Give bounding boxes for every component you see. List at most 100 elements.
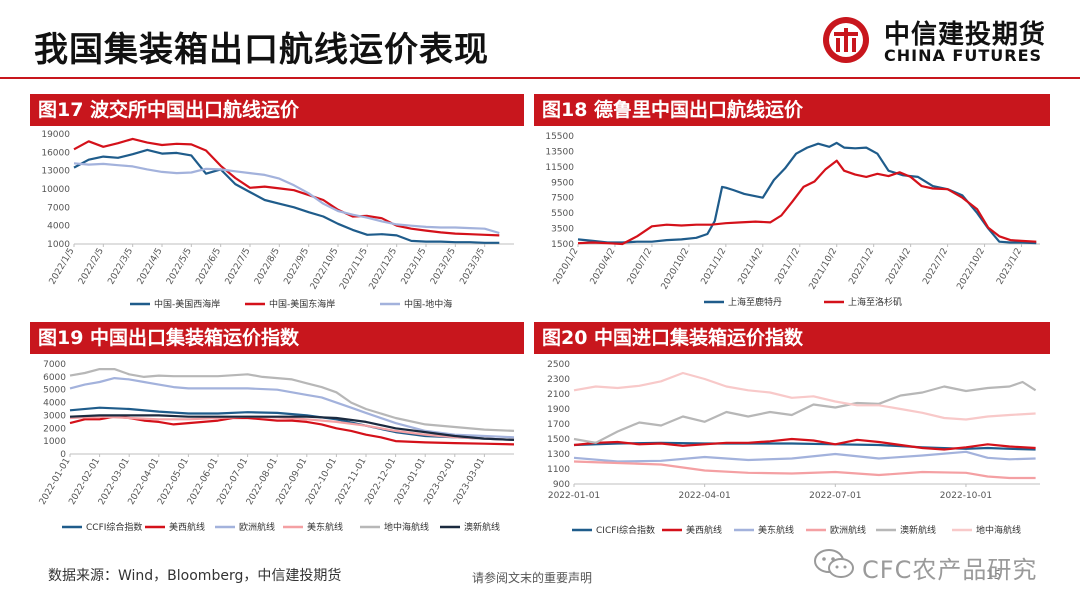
x-tick-label: 2022-06-01 xyxy=(186,457,221,507)
series-line-4 xyxy=(69,415,515,441)
page-number: 15 xyxy=(986,568,1002,582)
x-tick-label: 2022-07-01 xyxy=(809,491,861,501)
fig18-header: 图18 德鲁里中国出口航线运价 xyxy=(534,94,1050,126)
x-tick-label: 2022/4/5 xyxy=(136,247,165,287)
y-tick-label: 13500 xyxy=(545,147,574,157)
legend-label: 美东航线 xyxy=(307,521,343,533)
y-tick-label: 1500 xyxy=(551,240,574,250)
page-title: 我国集装箱出口航线运价表现 xyxy=(34,30,489,70)
x-tick-label: 2020/7/2 xyxy=(626,247,655,287)
logo-english-name: CHINA FUTURES xyxy=(884,46,1043,65)
legend-label: 美东航线 xyxy=(758,524,794,536)
y-tick-label: 1700 xyxy=(547,420,570,430)
wechat-icon xyxy=(814,549,854,578)
y-tick-label: 15500 xyxy=(545,132,574,142)
x-tick-label: 2022/9/5 xyxy=(282,247,311,287)
series-line-2 xyxy=(577,159,1037,246)
x-tick-label: 2021/10/2 xyxy=(808,247,840,292)
y-tick-label: 5000 xyxy=(43,386,66,396)
disclaimer-link[interactable]: 请参阅文末的重要声明 xyxy=(472,571,593,585)
series-line-1 xyxy=(577,141,1037,245)
x-tick-label: 2022-04-01 xyxy=(127,457,162,507)
y-tick-label: 3500 xyxy=(551,225,574,235)
x-tick-label: 2022/3/5 xyxy=(106,247,135,287)
x-tick-label: 2023/3/5 xyxy=(458,247,487,287)
x-tick-label: 2023-03-01 xyxy=(452,457,487,507)
x-tick-label: 2022/8/5 xyxy=(253,246,282,286)
x-tick-label: 2022-10-01 xyxy=(940,491,992,501)
series-line-1 xyxy=(73,148,500,244)
x-tick-label: 2023/1/5 xyxy=(400,247,429,287)
legend-label: 欧洲航线 xyxy=(239,521,275,533)
fig20-chart: 900 1100 1300 1500 1700 1900 2100 2300 2500 2022-… xyxy=(547,360,1040,536)
x-tick-label: 2022/1/2 xyxy=(847,247,876,287)
x-tick-label: 2022/10/2 xyxy=(955,247,987,292)
y-tick-label: 1900 xyxy=(547,405,570,415)
y-tick-label: 1000 xyxy=(43,437,66,447)
legend-label: 中国-美国东海岸 xyxy=(269,298,335,310)
legend-label: CICFI综合指数 xyxy=(596,524,655,536)
y-tick-label: 1000 xyxy=(47,240,70,250)
legend-label: 美西航线 xyxy=(169,521,205,533)
fig20-header: 图20 中国进口集装箱运价指数 xyxy=(534,322,1050,354)
y-tick-label: 16000 xyxy=(41,148,70,158)
x-tick-label: 2022-09-01 xyxy=(275,457,310,507)
x-tick-label: 2021/7/2 xyxy=(773,247,802,287)
y-tick-label: 10000 xyxy=(41,185,70,195)
x-tick-label: 2022-01-01 xyxy=(548,491,600,501)
legend-label: 澳新航线 xyxy=(900,524,936,536)
y-tick-label: 7000 xyxy=(47,203,70,213)
x-tick-label: 2020/10/2 xyxy=(660,247,692,292)
logo-chinese-name: 中信建投期货 xyxy=(884,20,1047,50)
series-line-6 xyxy=(69,414,515,441)
x-tick-label: 2022-03-01 xyxy=(97,457,132,507)
legend-label: 美西航线 xyxy=(686,524,722,536)
y-tick-label: 5500 xyxy=(551,209,574,219)
x-tick-label: 2022-04-01 xyxy=(678,491,730,501)
x-tick-label: 2022/6/5 xyxy=(194,247,223,287)
x-tick-label: 2023-01-01 xyxy=(393,457,428,507)
x-tick-label: 2021/4/2 xyxy=(737,246,766,286)
y-tick-label: 4000 xyxy=(43,399,66,409)
citic-logo-icon xyxy=(823,17,869,63)
x-tick-label: 2022/7/5 xyxy=(224,247,253,287)
y-tick-label: 1100 xyxy=(547,465,570,475)
y-tick-label: 13000 xyxy=(41,167,70,177)
y-tick-label: 7000 xyxy=(43,360,66,370)
x-tick-label: 2022-01-01 xyxy=(38,457,73,507)
legend-label: 地中海航线 xyxy=(384,521,429,533)
y-tick-label: 4000 xyxy=(47,222,70,232)
fig17-header: 图17 波交所中国出口航线运价 xyxy=(30,94,524,126)
y-tick-label: 2300 xyxy=(547,375,570,385)
watermark: CFC农产品研究 xyxy=(812,544,1052,584)
series-line-2 xyxy=(573,437,1036,451)
legend-label: 澳新航线 xyxy=(464,521,500,533)
x-tick-label: 2022/2/5 xyxy=(77,247,106,287)
legend-label: 欧洲航线 xyxy=(830,524,866,536)
y-tick-label: 3000 xyxy=(43,411,66,421)
y-tick-label: 11500 xyxy=(545,163,574,173)
series-line-6 xyxy=(573,371,1036,421)
x-tick-label: 2022/4/2 xyxy=(884,247,913,287)
y-tick-label: 9500 xyxy=(551,178,574,188)
x-tick-label: 2022-05-01 xyxy=(156,457,191,507)
y-tick-label: 1300 xyxy=(547,450,570,460)
data-source: 数据来源：Wind，Bloomberg，中信建投期货 xyxy=(48,568,342,584)
x-tick-label: 2022/12/5 xyxy=(368,247,400,292)
y-tick-label: 7500 xyxy=(551,194,574,204)
x-tick-label: 2022/1/5 xyxy=(48,247,77,287)
x-tick-label: 2022-10-01 xyxy=(304,457,339,507)
series-line-2 xyxy=(69,415,515,446)
y-tick-label: 900 xyxy=(553,480,570,490)
x-tick-label: 2022-11-01 xyxy=(334,457,369,507)
title-divider xyxy=(0,77,1080,79)
x-tick-label: 2022/10/5 xyxy=(309,247,341,292)
y-tick-label: 1500 xyxy=(547,435,570,445)
y-tick-label: 6000 xyxy=(43,373,66,383)
x-tick-label: 2022/11/5 xyxy=(338,247,370,292)
series-line-5 xyxy=(69,368,515,432)
y-tick-label: 0 xyxy=(60,450,66,460)
watermark-text: CFC农产品研究 xyxy=(862,556,1038,584)
x-tick-label: 2023/1/2 xyxy=(995,247,1024,287)
y-tick-label: 2100 xyxy=(547,390,570,400)
